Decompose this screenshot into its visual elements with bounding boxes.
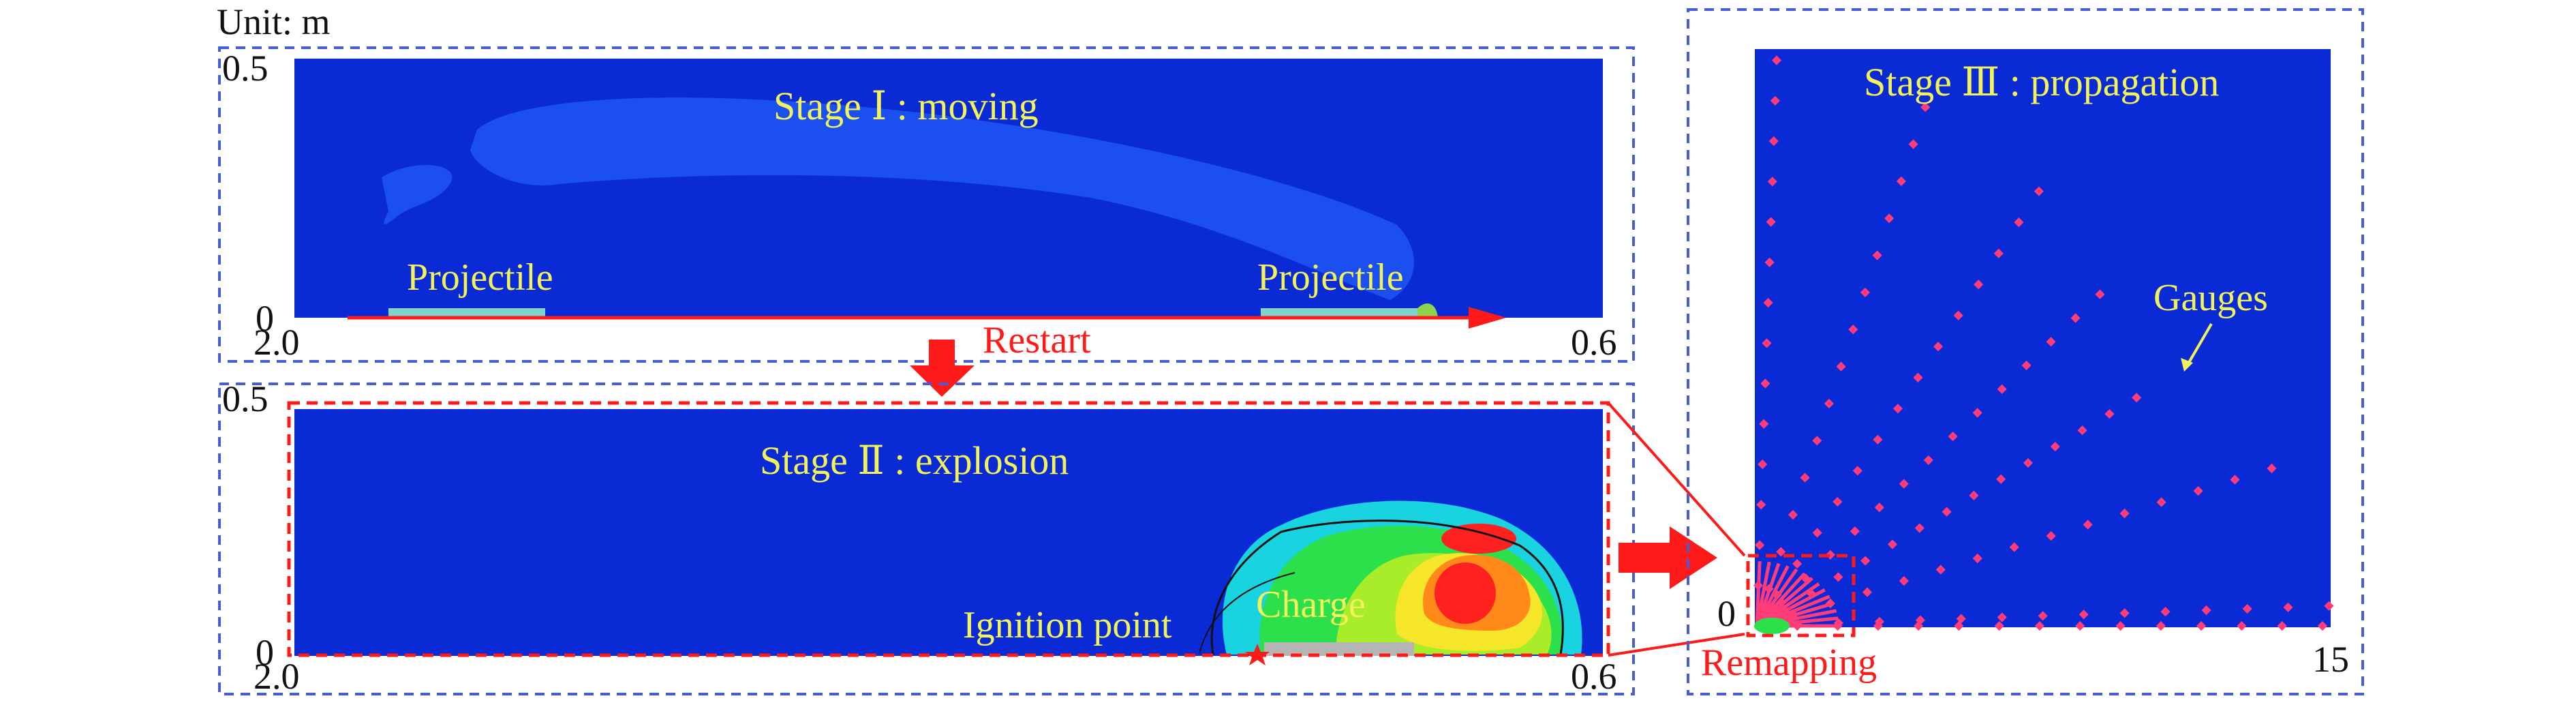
zoom-connector-bottom xyxy=(1608,633,1745,657)
stage3-remap-box xyxy=(1746,554,1856,638)
projectile-end-shape xyxy=(1261,308,1417,318)
stage2-y-bottom: 0 xyxy=(256,632,274,673)
restart-label: Restart xyxy=(983,319,1091,361)
stage1-panel: Stage Ⅰ : moving Projectile Projectile 0… xyxy=(218,46,1635,363)
stage2-panel: Stage Ⅱ : explosion Ignition point Charg… xyxy=(218,378,1635,697)
explosion-top-red xyxy=(1441,524,1516,554)
label-gauges: Gauges xyxy=(2153,277,2268,319)
stage2-x-right: 0.6 xyxy=(1571,656,1617,697)
stage1-frame xyxy=(218,46,1635,363)
explosion-core xyxy=(1435,562,1496,624)
projectile-end-nose xyxy=(1417,303,1438,318)
stage2-remap-frame xyxy=(287,401,1610,657)
stage1-x-left: 2.0 xyxy=(254,322,300,363)
stage3-charge-region xyxy=(1754,618,1790,634)
gauges-pointer xyxy=(2186,322,2213,366)
gauges-pointer-head xyxy=(2181,358,2193,372)
stage2-title: Stage Ⅱ : explosion xyxy=(760,438,1069,483)
stage2-y-top: 0.5 xyxy=(222,378,269,419)
stage1-y-bottom: 0 xyxy=(256,298,274,339)
stage1-motion-arrowhead xyxy=(1469,307,1506,329)
stage3-frame xyxy=(1687,8,2364,695)
stage3-panel: Stage Ⅲ : propagation Gauges 0 15 xyxy=(1687,8,2364,695)
projectile-start-shape xyxy=(388,308,545,318)
stage3-x-right: 15 xyxy=(2312,639,2349,680)
label-projectile-start: Projectile xyxy=(407,256,553,299)
remapping-arrow xyxy=(1619,526,1717,589)
restart-arrow xyxy=(910,340,975,397)
stage3-domain xyxy=(1755,49,2331,627)
stage2-x-left: 2.0 xyxy=(254,656,300,697)
remapping-label: Remapping xyxy=(1701,642,1877,684)
label-ignition-point: Ignition point xyxy=(963,604,1172,646)
stage1-title: Stage Ⅰ : moving xyxy=(773,84,1039,128)
stage1-wake-tail xyxy=(382,164,453,224)
charge-shape xyxy=(1264,642,1414,656)
stage2-outer-frame xyxy=(218,382,1635,695)
label-charge: Charge xyxy=(1256,584,1366,626)
stage1-x-right: 0.6 xyxy=(1571,322,1617,363)
unit-label: Unit: m xyxy=(217,1,331,42)
projectile-outline xyxy=(1199,572,1295,654)
stage1-y-top: 0.5 xyxy=(222,48,269,89)
stage3-origin: 0 xyxy=(1717,593,1736,634)
near-field-gauge-ray xyxy=(1755,560,1762,627)
stage3-title: Stage Ⅲ : propagation xyxy=(1864,60,2219,104)
stage1-wake xyxy=(470,97,1414,300)
label-projectile-end: Projectile xyxy=(1257,256,1404,299)
zoom-connector-top xyxy=(1607,402,1746,557)
charge-boundary xyxy=(1210,520,1564,655)
